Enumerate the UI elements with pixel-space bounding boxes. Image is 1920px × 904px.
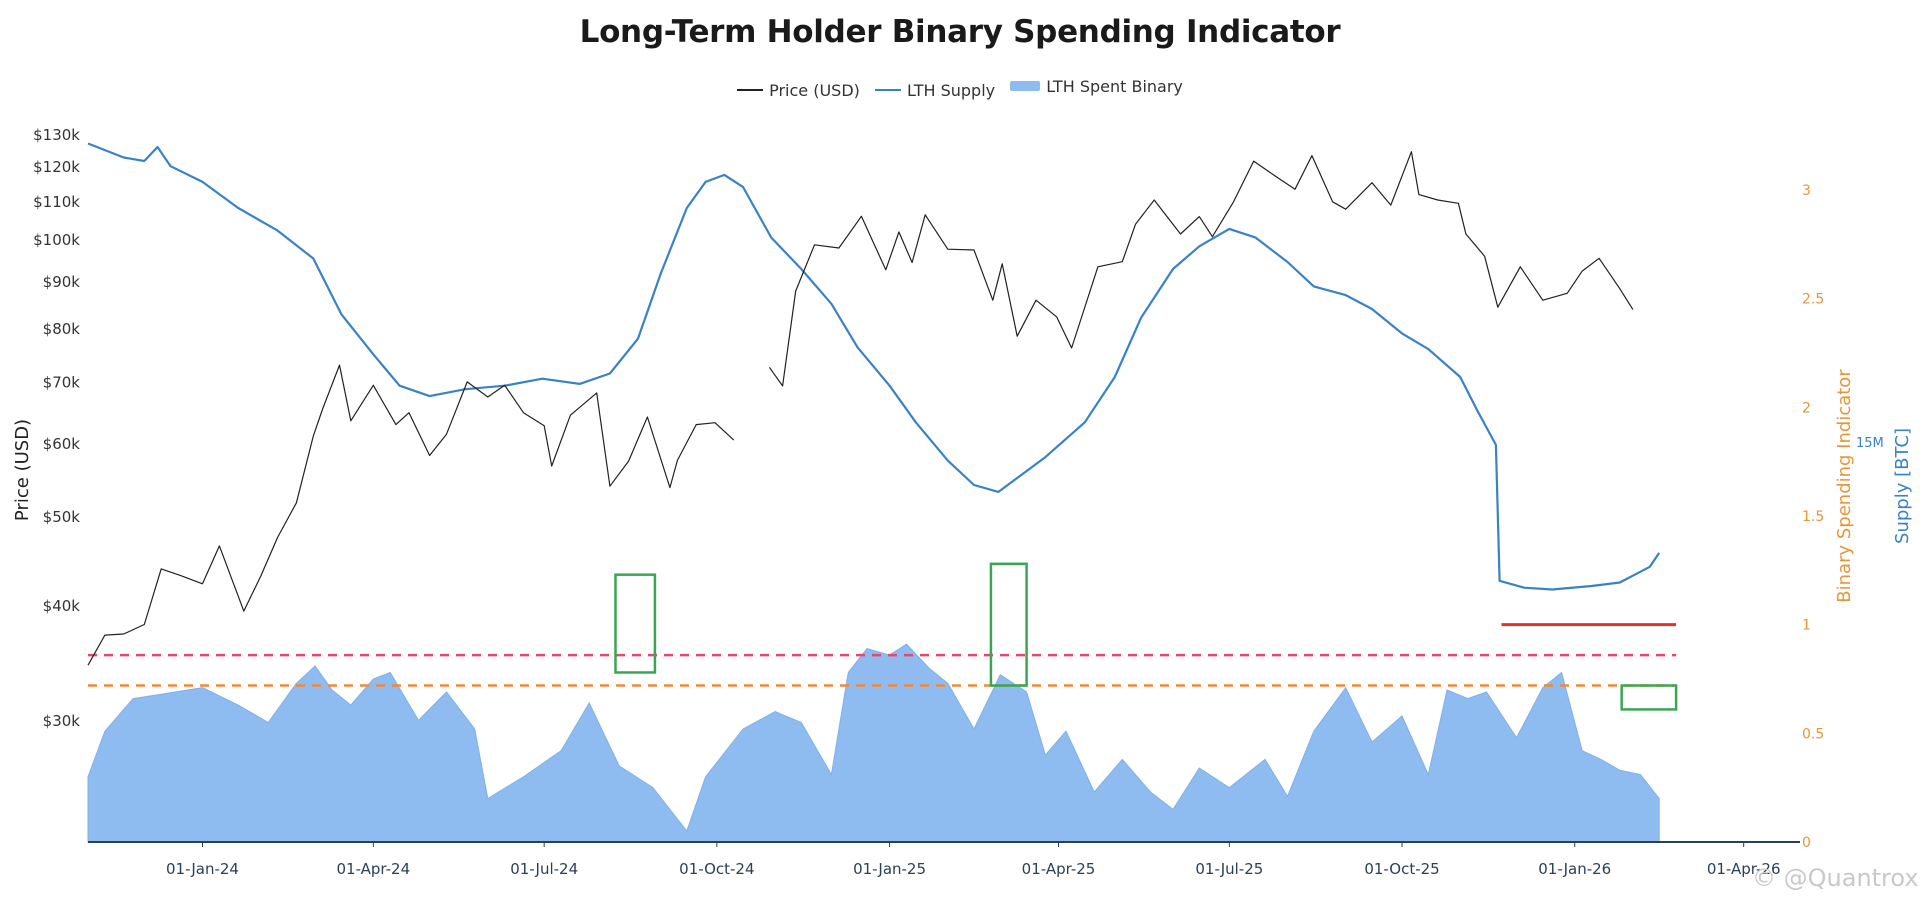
legend-label-price: Price (USD) [769, 80, 860, 100]
y-right-binary-tick-label-1: 0.5 [1802, 726, 1824, 742]
y-left-tick-label-9: $120k [33, 158, 80, 176]
series-price-line [87, 151, 1634, 666]
annotation-box-2 [1620, 684, 1678, 711]
y-right-binary-tick-label-2: 1 [1802, 618, 1811, 634]
x-tick-label-6: 01-Jul-25 [1195, 860, 1263, 878]
y-left-tick-label-5: $80k [43, 320, 81, 338]
x-tick-label-9: 01-Apr-26 [1707, 860, 1781, 878]
y-left-axis-title: Price (USD) [12, 419, 33, 521]
legend-label-lth-supply: LTH Supply [907, 80, 996, 100]
y-left-tick-label-2: $50k [43, 508, 81, 526]
y-left-tick-label-0: $30k [43, 712, 81, 730]
x-tick-label-8: 01-Jan-26 [1538, 860, 1611, 878]
y-right-binary-tick-label-0: 0 [1802, 835, 1811, 851]
x-tick-label-5: 01-Apr-25 [1022, 860, 1096, 878]
annotation-box-0 [614, 573, 657, 674]
y-left-tick-label-3: $60k [43, 435, 81, 453]
annotation-box-1 [989, 562, 1028, 687]
y-right-supply-tick-label-0: 15M [1856, 436, 1884, 451]
y-left-tick-label-7: $100k [33, 231, 80, 249]
legend-label-lth-spent-binary: LTH Spent Binary [1046, 76, 1183, 96]
legend: Price (USD) LTH Supply LTH Spent Binary [0, 76, 1920, 100]
x-tick-label-4: 01-Jan-25 [853, 860, 926, 878]
y-left-tick-label-6: $90k [43, 273, 81, 291]
x-tick-label-7: 01-Oct-25 [1364, 860, 1439, 878]
y-right-binary-tick-label-3: 1.5 [1802, 509, 1824, 525]
y-right-binary-axis-title: Binary Spending Indicator [1834, 369, 1855, 603]
legend-swatch-price [737, 89, 764, 91]
y-right-binary-tick-label-5: 2.5 [1802, 292, 1824, 308]
x-tick-label-2: 01-Jul-24 [510, 860, 578, 878]
x-tick-label-3: 01-Oct-24 [679, 860, 754, 878]
chart-title: Long-Term Holder Binary Spending Indicat… [579, 14, 1341, 50]
legend-item-lth-supply[interactable]: LTH Supply [875, 81, 995, 100]
legend-swatch-lth-supply [875, 89, 901, 91]
legend-swatch-lth-spent-binary [1010, 81, 1041, 91]
y-left-tick-label-1: $40k [43, 597, 81, 615]
legend-item-lth-spent-binary[interactable]: LTH Spent Binary [1010, 77, 1183, 96]
x-tick-label-1: 01-Apr-24 [336, 860, 410, 878]
series-lth-supply-line [87, 142, 1661, 591]
y-left-tick-label-8: $110k [33, 193, 80, 211]
y-left-tick-label-4: $70k [43, 373, 81, 391]
y-right-binary-tick-label-6: 3 [1802, 183, 1811, 199]
y-left-tick-label-10: $130k [33, 126, 80, 144]
watermark: © @Quantrox [1752, 864, 1919, 892]
legend-item-price[interactable]: Price (USD) [737, 81, 860, 100]
series-lth-spent-binary-area [87, 643, 1660, 843]
y-right-supply-axis-title: Supply [BTC] [1892, 428, 1913, 544]
x-tick-label-0: 01-Jan-24 [166, 860, 239, 878]
y-right-binary-tick-label-4: 2 [1802, 400, 1811, 416]
